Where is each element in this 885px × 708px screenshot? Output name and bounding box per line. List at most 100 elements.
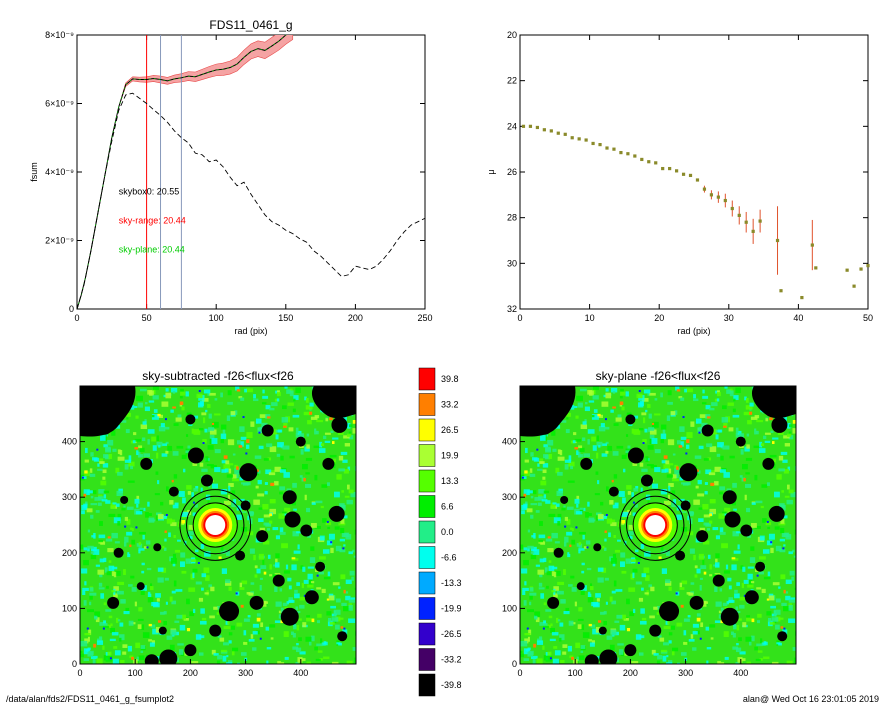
colorbar-swatch [418, 571, 436, 595]
noise-speck [623, 468, 626, 473]
noise-speck [181, 570, 187, 574]
noise-speck [671, 490, 676, 495]
noise-speck [575, 511, 583, 515]
noise-speck [633, 429, 641, 435]
noise-speck [750, 416, 758, 420]
noise-speck [256, 630, 260, 635]
noise-speck [346, 433, 352, 437]
noise-speck [732, 531, 739, 537]
noise-speck [103, 623, 108, 629]
noise-speck [776, 474, 782, 480]
noise-speck [89, 595, 93, 600]
noise-speck [735, 647, 742, 653]
noise-speck [529, 468, 533, 473]
noise-speck [651, 421, 659, 428]
noise-speck [114, 650, 121, 656]
noise-speck [130, 575, 135, 579]
noise-speck [668, 468, 672, 474]
noise-speck [115, 617, 119, 623]
noise-speck [173, 474, 178, 479]
noise-speck [141, 624, 145, 630]
data-point [681, 172, 686, 176]
noise-speck [315, 500, 323, 504]
noise-speck [343, 469, 349, 474]
x-tick-label: 0 [77, 668, 82, 678]
noise-speck [292, 482, 297, 488]
noise-speck [84, 638, 89, 644]
dim-speck [685, 452, 688, 455]
noise-speck [235, 386, 240, 391]
noise-speck [274, 481, 279, 486]
noise-speck [676, 505, 682, 511]
y-tick-label: 300 [502, 492, 517, 502]
y-tick-label: 0 [512, 659, 517, 669]
noise-speck [600, 501, 604, 506]
masked-star [625, 414, 636, 425]
bright-speck [696, 617, 701, 622]
noise-speck [683, 630, 687, 636]
noise-speck [597, 567, 604, 572]
noise-speck [323, 576, 331, 580]
noise-speck [543, 620, 547, 625]
noise-speck [778, 617, 784, 620]
noise-speck [591, 436, 596, 442]
bright-speck [766, 598, 770, 601]
noise-speck [557, 619, 561, 622]
noise-speck [99, 558, 105, 563]
colorbar-label: -13.3 [441, 578, 462, 588]
noise-speck [605, 388, 609, 392]
bright-speck [626, 627, 631, 632]
noise-speck [610, 557, 617, 564]
noise-speck [202, 439, 207, 444]
noise-speck [141, 562, 145, 566]
noise-speck [627, 445, 631, 451]
noise-speck [144, 419, 147, 422]
noise-speck [338, 522, 346, 526]
noise-speck [747, 566, 754, 569]
noise-speck [137, 618, 144, 621]
noise-speck [614, 502, 619, 506]
noise-speck [228, 640, 232, 644]
map-title: sky-subtracted -f26<flux<f26 [142, 369, 294, 383]
noise-speck [527, 529, 531, 533]
noise-speck [350, 491, 356, 498]
noise-speck [246, 482, 251, 486]
noise-speck [756, 620, 761, 624]
noise-speck [529, 587, 534, 592]
noise-speck [759, 658, 763, 661]
noise-speck [665, 620, 669, 625]
noise-speck [319, 441, 323, 448]
noise-speck [149, 642, 155, 647]
noise-speck [693, 499, 700, 505]
noise-speck [733, 624, 737, 630]
noise-speck [252, 398, 259, 402]
noise-speck [788, 435, 794, 440]
noise-speck [758, 448, 766, 453]
noise-speck [135, 415, 139, 419]
noise-speck [123, 610, 130, 615]
noise-speck [647, 500, 650, 506]
noise-speck [117, 581, 125, 586]
noise-speck [645, 409, 648, 413]
noise-speck [611, 600, 617, 605]
noise-speck [575, 642, 581, 649]
noise-speck [95, 510, 100, 513]
noise-speck [582, 534, 585, 540]
noise-speck [289, 455, 295, 459]
noise-speck [662, 655, 667, 662]
noise-speck [178, 491, 185, 497]
noise-speck [591, 601, 599, 607]
data-point [709, 193, 713, 197]
noise-speck [254, 565, 258, 569]
noise-speck [678, 498, 685, 501]
noise-speck [203, 567, 210, 573]
noise-speck [573, 432, 577, 436]
noise-speck [732, 646, 739, 650]
noise-speck [553, 593, 558, 598]
noise-speck [580, 650, 584, 654]
noise-speck [138, 655, 145, 660]
noise-speck [705, 469, 712, 475]
noise-speck [177, 643, 184, 646]
noise-speck [524, 633, 531, 636]
noise-speck [648, 584, 652, 588]
